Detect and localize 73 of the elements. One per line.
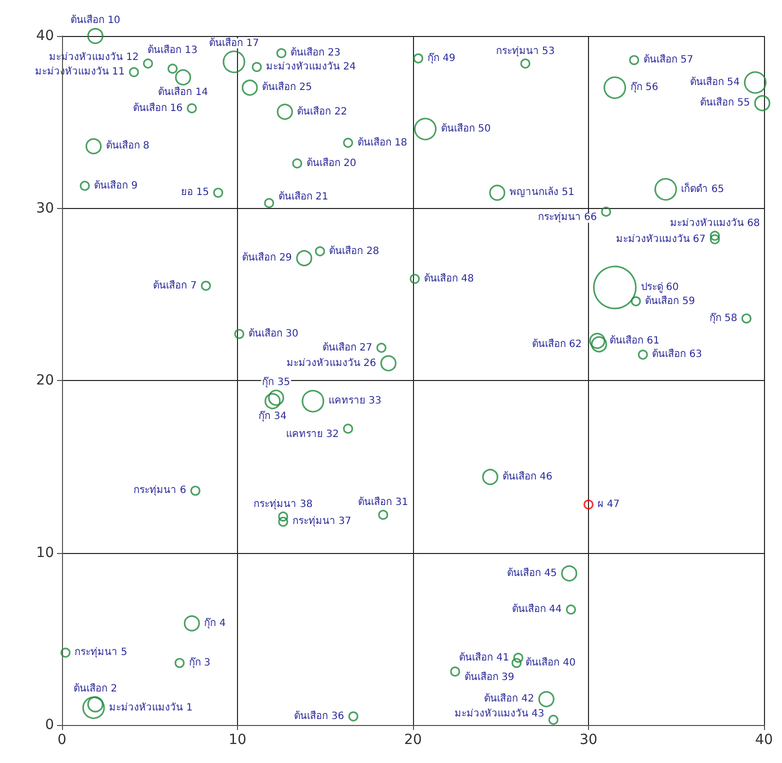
x-tick-label: 0 <box>58 732 66 748</box>
annotation: ต้นเสือก 14 <box>158 86 208 98</box>
x-tick-label: 20 <box>404 732 422 748</box>
annotation: กุ๊ก 34 <box>258 410 287 422</box>
annotation: ต้นเสือก 40 <box>526 656 576 668</box>
annotation: ต้นเสือก 8 <box>106 140 150 152</box>
annotation: ประดู่ 60 <box>640 282 679 293</box>
annotation: ต้นเสือก 44 <box>512 603 562 616</box>
annotation: ต้นเสือก 50 <box>440 122 491 135</box>
annotation: กุ๊ก 49 <box>427 52 456 64</box>
x-tick-label: 30 <box>580 732 598 748</box>
annotation: ต้นเสือก 61 <box>610 334 660 346</box>
annotation: กระทุ่มนา 6 <box>134 485 186 496</box>
annotation: ต้นเสือก 18 <box>357 136 408 148</box>
annotation: ต้นเสือก 17 <box>209 36 259 49</box>
annotation: ผ 47 <box>598 499 620 510</box>
annotation: ยอ 15 <box>181 187 209 198</box>
annotation: กุ๊ก 56 <box>630 81 658 94</box>
annotation: ต้นเสือก 2 <box>74 682 118 695</box>
annotation: ต้นเสือก 27 <box>322 341 372 354</box>
annotation: มะม่วงหัวแมงวัน 26 <box>286 358 376 369</box>
annotation: ต้นเสือก 48 <box>424 272 474 284</box>
x-tick-label: 40 <box>755 732 773 748</box>
annotation: พญานกเล้ง 51 <box>510 186 574 198</box>
annotation: กระทุ่มนา 38 <box>254 498 313 510</box>
annotation: เก็ดดำ 65 <box>681 180 724 195</box>
annotation: ต้นเสือก 20 <box>306 156 356 169</box>
annotation: ต้นเสือก 62 <box>532 338 582 350</box>
annotation: แคทราย 32 <box>286 429 339 440</box>
y-tick-label: 0 <box>45 717 54 733</box>
annotation: กุ๊ก 3 <box>188 656 210 668</box>
annotation: กระทุ่มนา 53 <box>496 46 555 57</box>
y-tick-label: 30 <box>36 200 54 216</box>
annotation: กุ๊ก 35 <box>262 376 290 388</box>
annotation: มะม่วงหัวแมงวัน 24 <box>266 62 356 73</box>
annotation: มะม่วงหัวแมงวัน 68 <box>670 218 760 230</box>
annotation: ต้นเสือก 59 <box>645 294 695 307</box>
annotation: ต้นเสือก 16 <box>132 102 183 114</box>
annotation: กุ๊ก 58 <box>709 312 738 324</box>
annotation: ต้นเสือก 46 <box>502 470 552 482</box>
annotation: ต้นเสือก 41 <box>459 651 510 664</box>
annotation: กุ๊ก 4 <box>204 616 226 629</box>
annotation: ต้นเสือก 7 <box>153 279 197 292</box>
annotation: ต้นเสือก 10 <box>70 14 120 26</box>
annotation: ต้นเสือก 22 <box>297 105 348 118</box>
annotation: มะม่วงหัวแมงวัน 43 <box>454 708 544 720</box>
x-tick-label: 10 <box>228 732 246 748</box>
annotation: ต้นเสือก 54 <box>690 76 740 88</box>
annotation: ต้นเสือก 39 <box>464 671 514 684</box>
annotation: กระทุ่มนา 5 <box>74 647 128 658</box>
y-tick-label: 10 <box>36 544 54 561</box>
annotation: ต้นเสือก 29 <box>242 252 292 264</box>
annotation: ต้นเสือก 45 <box>507 566 557 579</box>
annotation: กระทุ่มนา 37 <box>292 516 352 528</box>
y-tick-label: 20 <box>36 372 54 388</box>
annotation: ต้นเสือก 9 <box>94 179 138 192</box>
annotation: ต้นเสือก 31 <box>358 496 408 508</box>
annotation: ต้นเสือก 13 <box>148 44 198 56</box>
annotation: ต้นเสือก 55 <box>700 96 750 109</box>
annotation: ต้นเสือก 28 <box>329 244 380 257</box>
annotation: กระทุ่มนา 66 <box>538 212 597 224</box>
annotation: ต้นเสือก 25 <box>262 81 312 94</box>
annotation: ต้นเสือก 36 <box>294 710 344 722</box>
annotation: ต้นเสือก 21 <box>278 190 328 203</box>
annotation: ต้นเสือก 30 <box>248 327 298 340</box>
annotation: มะม่วงหัวแมงวัน 67 <box>616 234 706 245</box>
y-tick-label: 40 <box>36 28 54 44</box>
annotation: มะม่วงหัวแมงวัน 1 <box>109 702 193 714</box>
annotation: ต้นเสือก 23 <box>290 46 340 59</box>
annotation: ต้นเสือก 63 <box>652 348 702 360</box>
annotation: ต้นเสือก 42 <box>484 692 534 705</box>
annotation: ต้นเสือก 57 <box>643 54 694 66</box>
annotation: แคทราย 33 <box>328 396 382 407</box>
